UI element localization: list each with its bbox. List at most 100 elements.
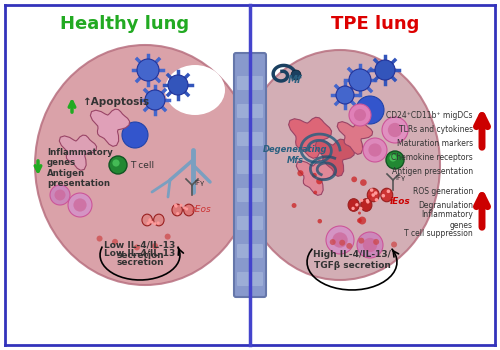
Circle shape: [314, 191, 317, 194]
Circle shape: [312, 173, 317, 178]
Circle shape: [316, 178, 322, 184]
Circle shape: [358, 211, 361, 215]
FancyBboxPatch shape: [237, 188, 263, 202]
Circle shape: [153, 222, 156, 225]
Text: Degranulation: Degranulation: [418, 202, 473, 210]
Circle shape: [168, 75, 188, 95]
Circle shape: [349, 104, 371, 126]
PathPatch shape: [316, 139, 354, 176]
Circle shape: [156, 222, 160, 225]
Text: ↑Apoptosis: ↑Apoptosis: [83, 97, 150, 107]
Ellipse shape: [240, 50, 440, 280]
Text: High IL-4/IL-13/
TGFβ secretion: High IL-4/IL-13/ TGFβ secretion: [313, 250, 391, 270]
Circle shape: [292, 203, 296, 208]
Ellipse shape: [360, 199, 372, 211]
Circle shape: [388, 123, 402, 137]
PathPatch shape: [296, 160, 334, 195]
FancyBboxPatch shape: [237, 216, 263, 230]
Circle shape: [183, 206, 186, 209]
FancyBboxPatch shape: [237, 132, 263, 146]
Circle shape: [326, 226, 354, 254]
Circle shape: [134, 244, 140, 251]
Circle shape: [332, 232, 347, 248]
Circle shape: [330, 239, 336, 245]
Circle shape: [386, 189, 390, 193]
Circle shape: [96, 236, 102, 241]
Circle shape: [109, 156, 127, 174]
Circle shape: [339, 240, 345, 246]
Text: Antigen presentation: Antigen presentation: [392, 167, 473, 175]
Circle shape: [150, 220, 154, 224]
PathPatch shape: [337, 121, 372, 154]
Circle shape: [374, 191, 378, 195]
Circle shape: [360, 198, 364, 202]
Ellipse shape: [367, 188, 380, 202]
Ellipse shape: [142, 214, 152, 226]
Text: TLRs and cytokines: TLRs and cytokines: [399, 125, 473, 133]
Circle shape: [180, 204, 182, 207]
Circle shape: [372, 193, 375, 197]
Circle shape: [122, 122, 148, 148]
Text: Chemokine receptors: Chemokine receptors: [391, 153, 473, 161]
Circle shape: [374, 198, 378, 202]
Circle shape: [174, 205, 178, 208]
Text: Inflammatory
genes
Antigen
presentation: Inflammatory genes Antigen presentation: [47, 148, 113, 188]
FancyBboxPatch shape: [237, 104, 263, 118]
Text: T cell suppression: T cell suppression: [404, 230, 473, 238]
Circle shape: [373, 239, 379, 245]
Circle shape: [74, 198, 86, 212]
Text: IFγ: IFγ: [395, 175, 405, 181]
Text: T cell: T cell: [130, 161, 154, 169]
PathPatch shape: [60, 135, 96, 170]
Circle shape: [164, 233, 170, 240]
Circle shape: [148, 220, 152, 223]
Circle shape: [50, 185, 70, 205]
Circle shape: [152, 243, 158, 249]
Circle shape: [358, 238, 364, 244]
Text: Maturation markers: Maturation markers: [397, 139, 473, 147]
Circle shape: [366, 199, 369, 202]
Circle shape: [370, 188, 374, 192]
FancyBboxPatch shape: [237, 272, 263, 286]
Circle shape: [359, 207, 362, 210]
Text: Inflammatory
genes: Inflammatory genes: [421, 210, 473, 230]
Circle shape: [112, 159, 119, 167]
Circle shape: [145, 90, 165, 110]
Circle shape: [349, 69, 371, 91]
Text: Low IL-4/IL-13
secretion: Low IL-4/IL-13 secretion: [104, 240, 176, 260]
Circle shape: [363, 138, 387, 162]
Text: Low IL-4/IL-13
secretion: Low IL-4/IL-13 secretion: [104, 248, 176, 267]
Circle shape: [375, 60, 395, 80]
Ellipse shape: [35, 45, 255, 285]
Circle shape: [148, 218, 152, 221]
Circle shape: [298, 170, 304, 176]
Circle shape: [357, 218, 362, 223]
FancyBboxPatch shape: [234, 53, 266, 297]
FancyBboxPatch shape: [237, 76, 263, 90]
Circle shape: [363, 238, 377, 252]
Text: IFγ: IFγ: [194, 180, 204, 186]
Text: rEos: rEos: [192, 205, 212, 215]
Text: Mf: Mf: [288, 75, 302, 85]
Circle shape: [68, 193, 92, 217]
FancyBboxPatch shape: [237, 160, 263, 174]
Text: iEos: iEos: [390, 197, 411, 206]
Circle shape: [291, 70, 301, 80]
Text: CD24⁺CD11b⁺ migDCs: CD24⁺CD11b⁺ migDCs: [386, 111, 473, 119]
Circle shape: [360, 179, 366, 186]
Circle shape: [382, 117, 408, 143]
Text: ROS generation: ROS generation: [413, 188, 473, 196]
FancyBboxPatch shape: [237, 244, 263, 258]
Circle shape: [390, 154, 396, 162]
Circle shape: [346, 243, 352, 249]
Circle shape: [366, 200, 370, 204]
Circle shape: [358, 217, 366, 224]
Circle shape: [352, 176, 357, 182]
Ellipse shape: [154, 214, 164, 226]
Circle shape: [185, 208, 188, 211]
Circle shape: [368, 144, 382, 156]
Circle shape: [355, 203, 358, 206]
Ellipse shape: [165, 65, 225, 115]
Circle shape: [391, 241, 397, 247]
PathPatch shape: [90, 109, 130, 146]
